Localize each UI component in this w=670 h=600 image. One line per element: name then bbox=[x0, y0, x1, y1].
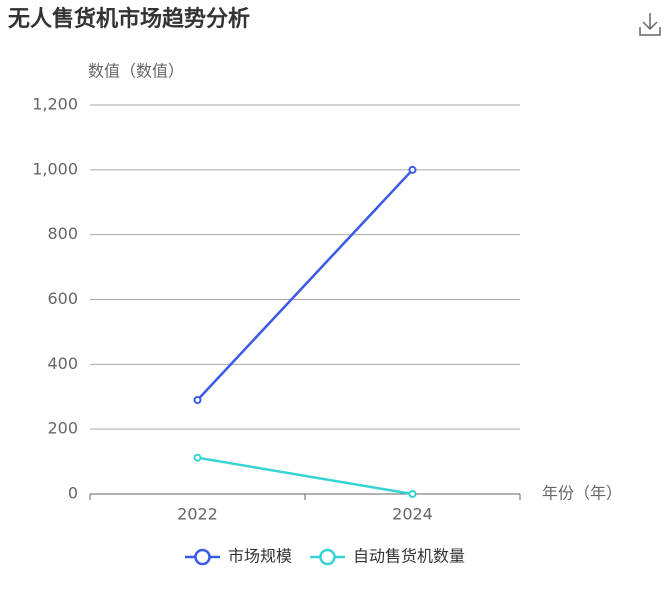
y-tick-label: 800 bbox=[47, 224, 78, 243]
y-tick-label: 0 bbox=[68, 484, 78, 503]
legend-marker bbox=[319, 548, 336, 566]
y-tick-label: 600 bbox=[47, 289, 78, 308]
series-line bbox=[196, 168, 414, 401]
x-tick-label: 2022 bbox=[177, 505, 218, 524]
data-point bbox=[408, 165, 417, 174]
y-tick-label: 1,000 bbox=[32, 159, 78, 178]
data-point bbox=[193, 453, 202, 462]
y-axis-label: 数值（数值） bbox=[88, 62, 184, 81]
y-tick-label: 400 bbox=[47, 354, 78, 373]
series-line bbox=[197, 456, 413, 496]
legend-text: 自动售货机数量 bbox=[353, 547, 465, 566]
legend-text: 市场规模 bbox=[228, 547, 292, 566]
data-point bbox=[193, 395, 202, 404]
legend-marker bbox=[194, 548, 211, 566]
data-point bbox=[408, 490, 417, 498]
download-icon[interactable] bbox=[639, 13, 661, 36]
x-axis-label: 年份（年） bbox=[542, 484, 622, 503]
x-tick-label: 2024 bbox=[392, 505, 433, 524]
y-tick-label: 200 bbox=[47, 419, 78, 438]
y-tick-label: 1,200 bbox=[32, 95, 78, 114]
chart-title: 无人售货机市场趋势分析 bbox=[8, 6, 250, 32]
